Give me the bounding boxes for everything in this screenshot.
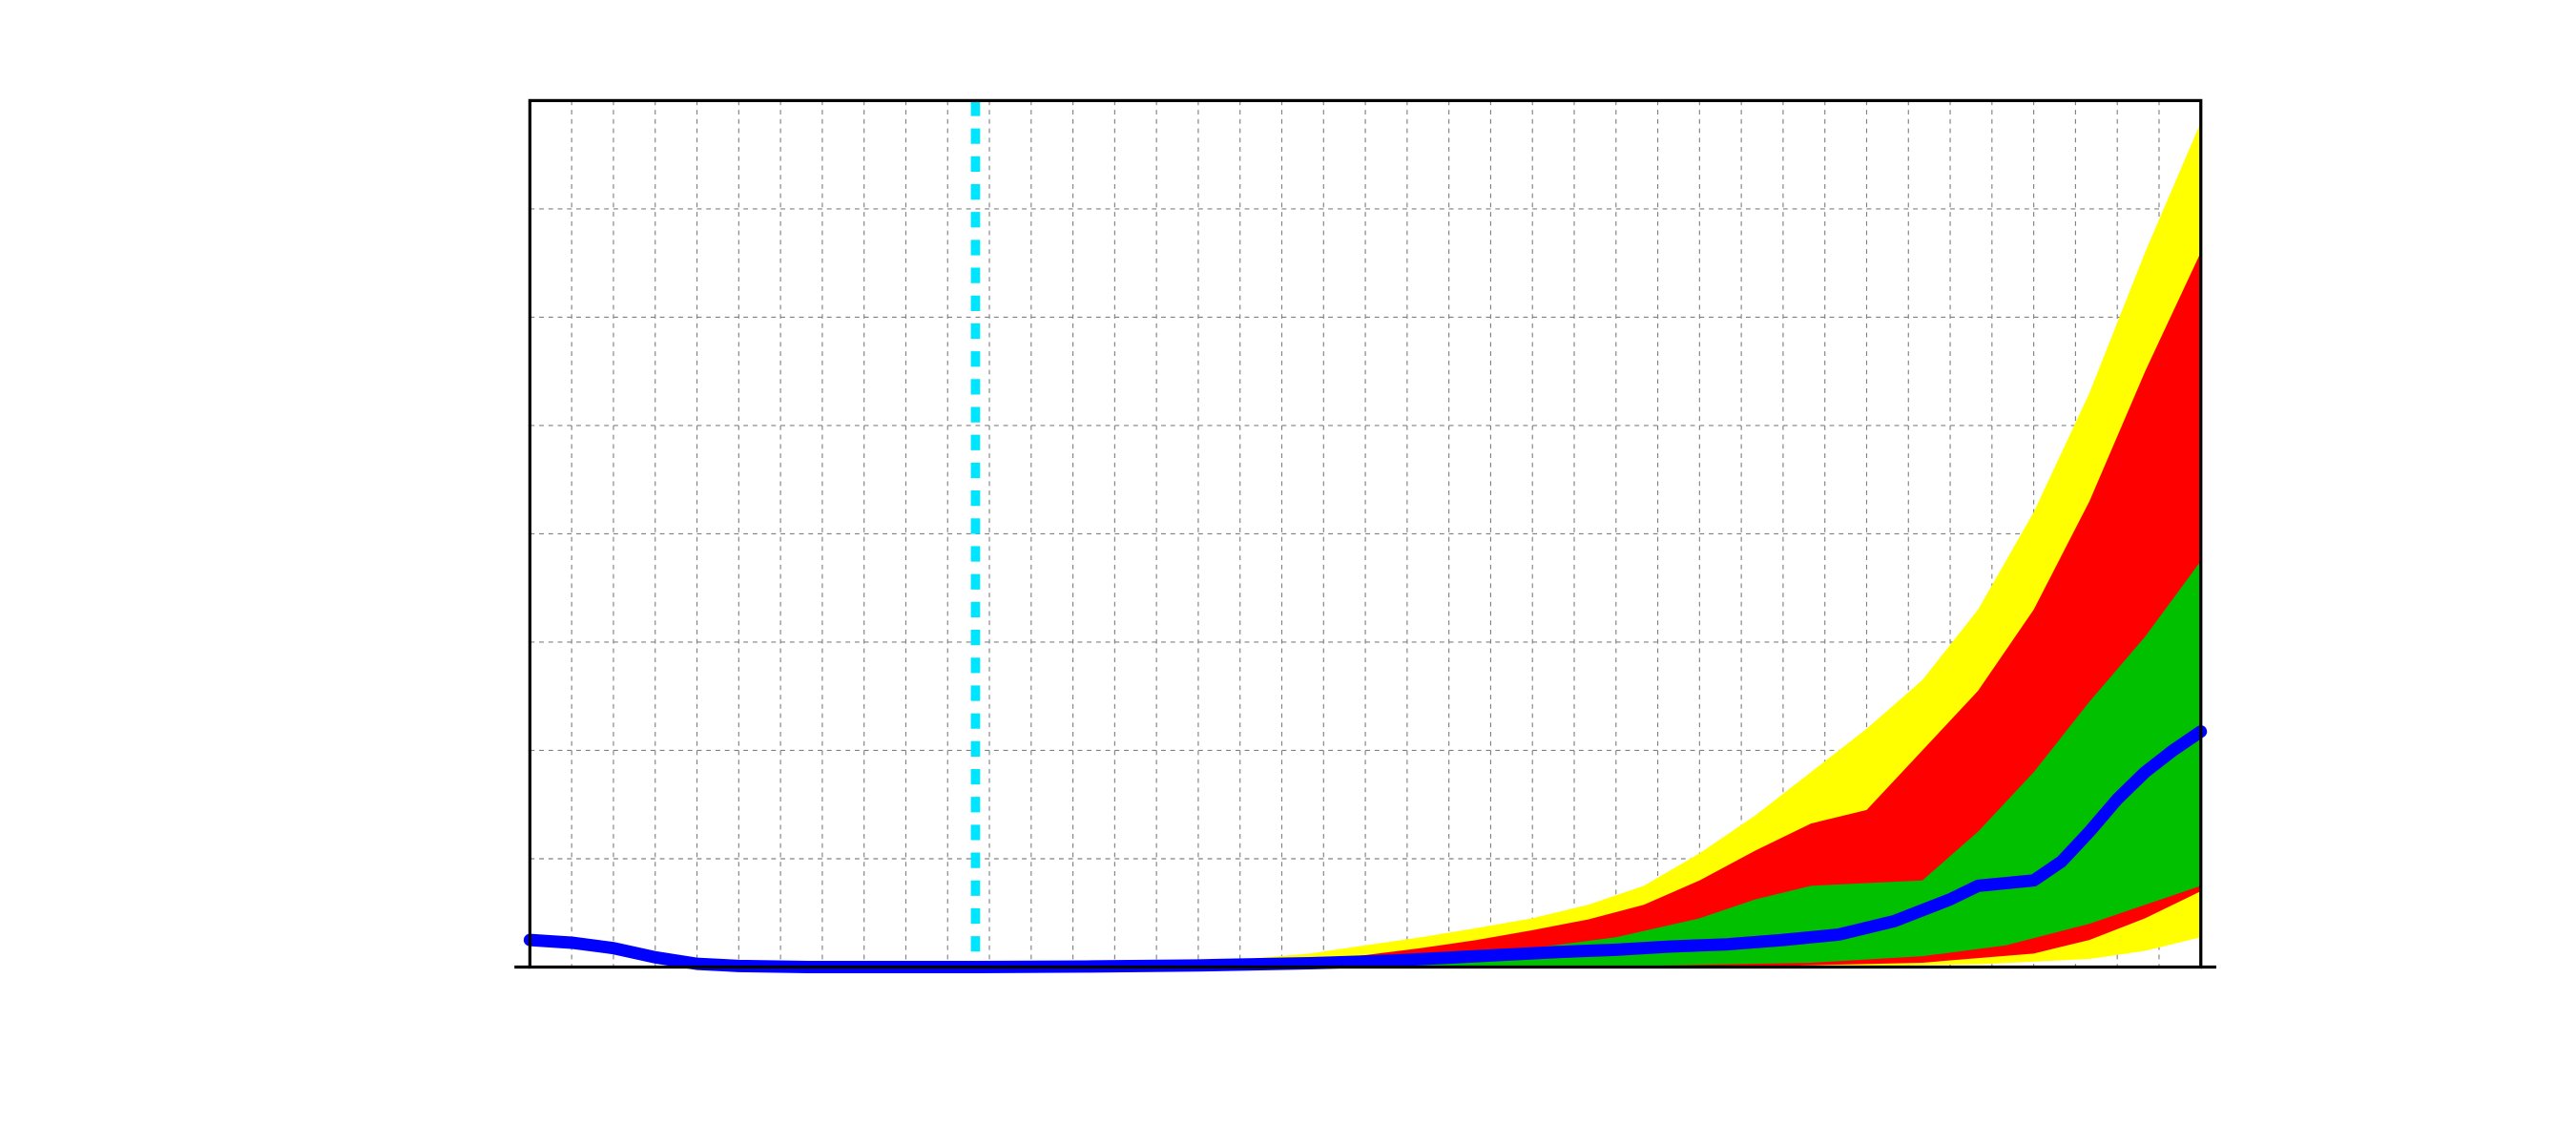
chart-container — [0, 0, 2576, 1145]
chart-svg — [0, 0, 2576, 1145]
